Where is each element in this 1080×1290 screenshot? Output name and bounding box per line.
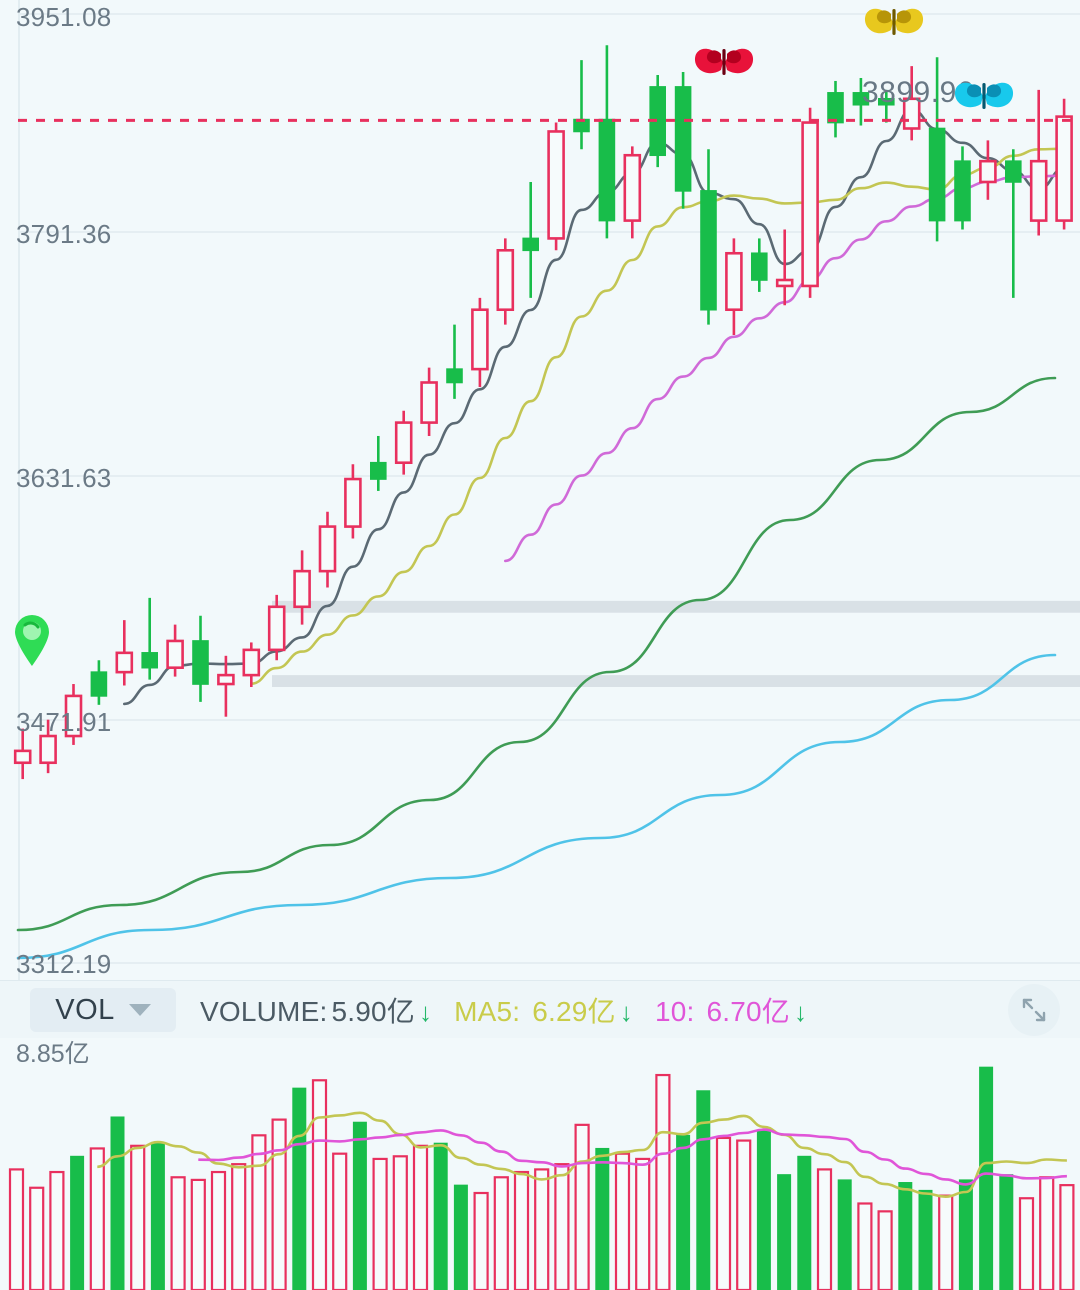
last-price-label: 3899.96 [862,76,974,109]
volume-ma5-arrow-icon: ↓ [619,997,633,1027]
volume-label: VOLUME: [200,996,328,1027]
blue-butterfly-marker [952,74,1016,125]
price-axis-label-4: 3471.91 [16,707,112,737]
volume-ma5-value: 6.29亿 [532,996,616,1027]
price-ma-lines [16,108,1066,960]
volume-indicator-header: VOL VOLUME: 5.90亿 ↓ MA5: 6.29亿 ↓ 10: 6.70亿 ↓ [0,980,1080,1040]
volume-ma-lines [97,1111,1067,1199]
price-axis-label-2: 3791.36 [16,219,112,249]
indicator-name-label: VOL [55,993,115,1026]
price-axis-label-3: 3631.63 [16,463,112,493]
green-pin-icon [15,615,49,666]
volume-chart-panel[interactable] [0,1038,1080,1290]
expand-chart-button[interactable] [1008,984,1060,1036]
volume-ma5-label: MA5: [454,996,521,1027]
volume-value: 5.90亿 [331,996,415,1027]
yellow-butterfly-marker [862,0,926,51]
volume-ma10-arrow-icon: ↓ [793,997,808,1027]
yellow-butterfly-icon [864,8,924,35]
price-axis-label-min: 3312.19 [16,949,112,979]
volume-ma10-value: 6.70亿 [706,996,790,1027]
price-chart-panel[interactable]: 3951.08 3791.36 3631.63 3471.91 3312.19 … [0,0,1080,980]
green-pin-marker [8,612,56,676]
volume-axis-max-label: 8.85亿 [16,1040,90,1068]
blue-butterfly-icon [954,82,1014,109]
volume-arrow-icon: ↓ [418,997,433,1027]
price-support-bands [272,600,1080,687]
indicator-selector-button[interactable]: VOL [30,988,176,1032]
red-butterfly-icon [694,48,754,75]
price-chart-svg[interactable] [0,0,1080,980]
volume-ma10-label: 10: [654,996,695,1027]
expand-arrows-icon [1022,998,1046,1022]
candlestick-series [13,45,1073,780]
price-axis-label-max: 3951.08 [16,2,112,32]
volume-readout: VOLUME: 5.90亿 ↓ MA5: 6.29亿 ↓ 10: 6.70亿 ↓ [200,990,807,1030]
volume-chart-svg[interactable] [0,1038,1080,1290]
chevron-down-icon[interactable] [128,1004,151,1016]
red-butterfly-marker [692,40,756,91]
